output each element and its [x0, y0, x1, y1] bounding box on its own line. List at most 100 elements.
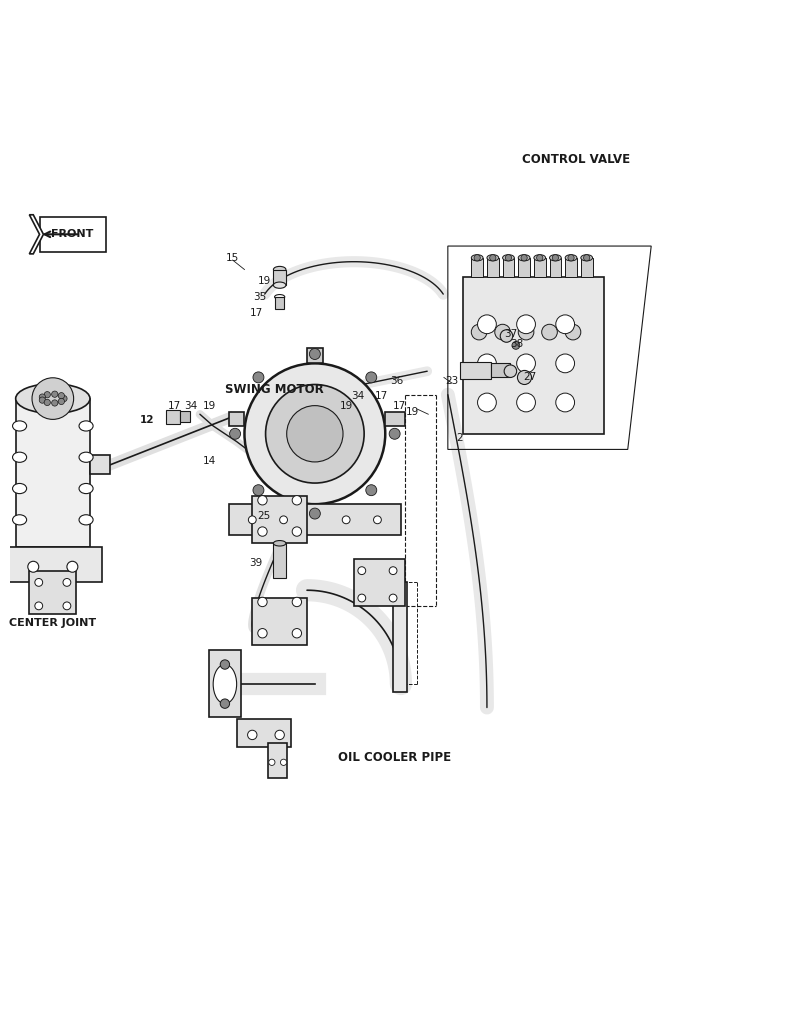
Bar — [273, 544, 286, 579]
Ellipse shape — [275, 295, 285, 299]
FancyBboxPatch shape — [40, 217, 106, 252]
Bar — [565, 258, 577, 278]
Circle shape — [287, 406, 343, 462]
Circle shape — [257, 527, 267, 537]
Text: 37: 37 — [504, 329, 517, 339]
Circle shape — [51, 399, 58, 407]
Circle shape — [44, 399, 51, 406]
Text: SWING MOTOR: SWING MOTOR — [225, 383, 324, 396]
Circle shape — [358, 594, 366, 602]
Text: 17: 17 — [393, 400, 406, 411]
Circle shape — [292, 496, 302, 505]
Circle shape — [310, 508, 320, 519]
Bar — [253, 497, 307, 544]
Bar — [518, 258, 530, 278]
Circle shape — [342, 516, 350, 523]
Circle shape — [518, 325, 534, 340]
Bar — [307, 348, 322, 364]
Ellipse shape — [565, 255, 577, 261]
Circle shape — [552, 255, 558, 261]
Circle shape — [257, 597, 267, 606]
Circle shape — [556, 315, 574, 334]
Circle shape — [268, 759, 275, 765]
Circle shape — [51, 391, 58, 397]
Circle shape — [292, 629, 302, 638]
Ellipse shape — [518, 255, 530, 261]
Circle shape — [505, 365, 516, 378]
Bar — [275, 297, 284, 308]
Text: OIL COOLER PIPE: OIL COOLER PIPE — [338, 751, 451, 764]
Ellipse shape — [503, 255, 514, 261]
Text: FRONT: FRONT — [51, 229, 93, 240]
Circle shape — [521, 255, 527, 261]
Text: 2: 2 — [456, 433, 463, 442]
Circle shape — [505, 255, 512, 261]
Bar — [463, 278, 604, 434]
Circle shape — [63, 602, 70, 609]
Circle shape — [249, 516, 256, 523]
Ellipse shape — [487, 255, 499, 261]
Text: 17: 17 — [249, 307, 263, 317]
Circle shape — [61, 395, 67, 401]
Bar — [385, 412, 405, 426]
Ellipse shape — [471, 255, 483, 261]
Text: 15: 15 — [226, 253, 239, 263]
Circle shape — [471, 325, 487, 340]
Ellipse shape — [13, 515, 27, 525]
Circle shape — [389, 594, 397, 602]
Ellipse shape — [79, 515, 93, 525]
Circle shape — [253, 484, 264, 496]
Circle shape — [478, 354, 497, 373]
Ellipse shape — [79, 453, 93, 462]
Circle shape — [565, 325, 581, 340]
Ellipse shape — [13, 453, 27, 462]
Circle shape — [310, 348, 320, 359]
Circle shape — [257, 629, 267, 638]
Ellipse shape — [16, 384, 90, 414]
Circle shape — [478, 315, 497, 334]
Circle shape — [265, 384, 364, 483]
Circle shape — [512, 341, 520, 349]
Ellipse shape — [534, 255, 546, 261]
Bar — [268, 742, 287, 778]
Circle shape — [230, 428, 241, 439]
Circle shape — [584, 255, 590, 261]
Bar — [4, 547, 101, 583]
Circle shape — [474, 255, 480, 261]
Circle shape — [44, 391, 51, 398]
Text: CONTROL VALVE: CONTROL VALVE — [522, 154, 630, 166]
Circle shape — [245, 364, 385, 504]
Text: 14: 14 — [203, 456, 216, 466]
Circle shape — [40, 397, 45, 403]
Circle shape — [568, 255, 574, 261]
Text: 27: 27 — [524, 373, 537, 382]
Text: 23: 23 — [445, 376, 459, 386]
Ellipse shape — [273, 266, 286, 272]
Circle shape — [537, 255, 543, 261]
Bar — [534, 258, 546, 278]
Circle shape — [389, 428, 400, 439]
Circle shape — [59, 392, 64, 398]
Ellipse shape — [273, 282, 286, 289]
Circle shape — [275, 730, 284, 739]
Bar — [581, 258, 592, 278]
Bar — [209, 650, 241, 717]
Ellipse shape — [13, 483, 27, 494]
Circle shape — [556, 354, 574, 373]
Bar — [229, 412, 245, 426]
Ellipse shape — [273, 541, 286, 546]
Circle shape — [67, 561, 78, 572]
Text: 17: 17 — [375, 391, 388, 401]
Text: 35: 35 — [253, 292, 267, 302]
Text: 25: 25 — [257, 511, 271, 521]
Circle shape — [32, 378, 74, 420]
Circle shape — [478, 393, 497, 412]
Text: 12: 12 — [139, 415, 154, 425]
Circle shape — [501, 330, 512, 342]
Ellipse shape — [581, 255, 592, 261]
Ellipse shape — [550, 255, 562, 261]
Circle shape — [389, 566, 397, 574]
Circle shape — [374, 516, 381, 523]
Circle shape — [35, 602, 43, 609]
Bar — [393, 583, 407, 692]
